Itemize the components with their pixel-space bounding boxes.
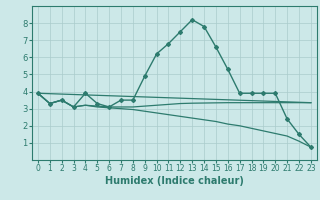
X-axis label: Humidex (Indice chaleur): Humidex (Indice chaleur): [105, 176, 244, 186]
